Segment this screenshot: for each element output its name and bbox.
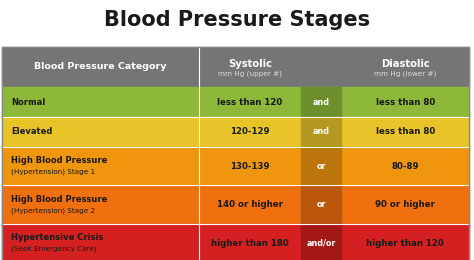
Bar: [301, 117, 341, 147]
Bar: [301, 224, 341, 260]
Text: Blood Pressure Category: Blood Pressure Category: [35, 62, 167, 72]
Text: or: or: [316, 200, 326, 209]
Text: (Seek Emergency Care): (Seek Emergency Care): [11, 246, 97, 252]
Bar: [301, 147, 341, 185]
Text: less than 80: less than 80: [375, 98, 435, 107]
Text: Systolic: Systolic: [228, 59, 272, 69]
Bar: [2, 87, 469, 117]
Bar: [2, 117, 469, 147]
Bar: [2, 47, 469, 87]
Text: mm Hg (upper #): mm Hg (upper #): [218, 70, 282, 77]
Bar: [2, 185, 469, 224]
Bar: [2, 224, 469, 260]
Text: 140 or higher: 140 or higher: [217, 200, 283, 209]
Text: less than 80: less than 80: [375, 127, 435, 136]
Bar: [2, 147, 469, 185]
Text: Blood Pressure Stages: Blood Pressure Stages: [104, 10, 370, 29]
Text: higher than 180: higher than 180: [211, 239, 289, 248]
Text: High Blood Pressure: High Blood Pressure: [11, 156, 107, 165]
Bar: [301, 185, 341, 224]
Text: 80-89: 80-89: [392, 162, 419, 171]
Text: 90 or higher: 90 or higher: [375, 200, 435, 209]
Text: (Hypertension) Stage 2: (Hypertension) Stage 2: [11, 207, 95, 214]
Text: Diastolic: Diastolic: [381, 59, 429, 69]
Text: Normal: Normal: [11, 98, 45, 107]
Text: or: or: [316, 162, 326, 171]
Bar: [2, 47, 469, 260]
Text: 120-129: 120-129: [230, 127, 270, 136]
Text: less than 120: less than 120: [218, 98, 283, 107]
Text: higher than 120: higher than 120: [366, 239, 444, 248]
Text: and: and: [313, 127, 329, 136]
Text: (Hypertension) Stage 1: (Hypertension) Stage 1: [11, 169, 95, 175]
Text: Elevated: Elevated: [11, 127, 52, 136]
Text: High Blood Pressure: High Blood Pressure: [11, 195, 107, 204]
Text: Hypertensive Crisis: Hypertensive Crisis: [11, 233, 103, 242]
Text: and: and: [313, 98, 329, 107]
Text: 130-139: 130-139: [230, 162, 270, 171]
Text: mm Hg (lower #): mm Hg (lower #): [374, 70, 437, 77]
Bar: [301, 87, 341, 117]
Text: and/or: and/or: [307, 239, 336, 248]
